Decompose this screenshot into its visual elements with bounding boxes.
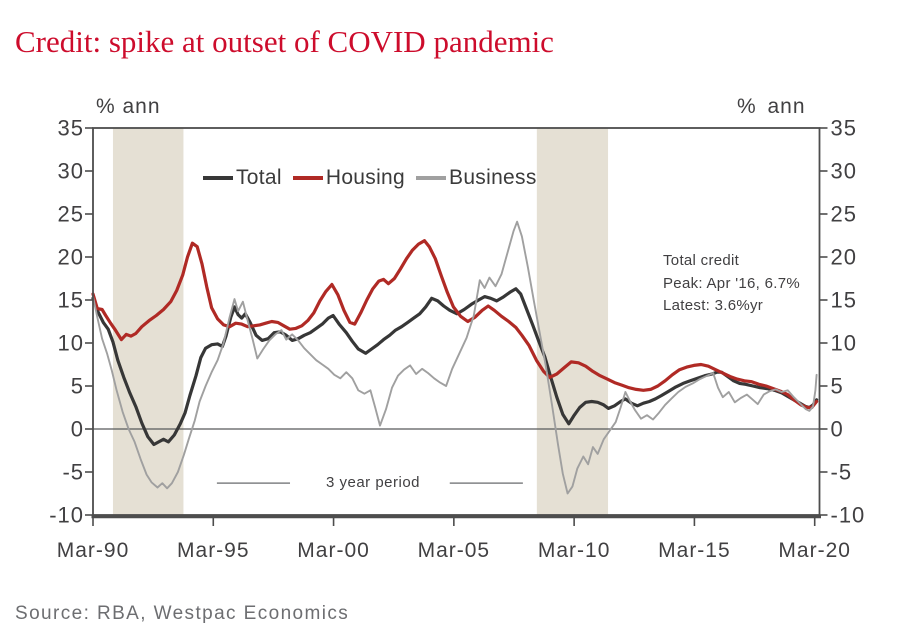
right-y-tick-label: 5 [831,374,844,399]
x-tick-label: Mar-90 [57,539,130,562]
three-year-period-label: 3 year period [325,474,421,491]
left-y-tick-label: 25 [58,202,84,227]
annotation-peak: Peak: Apr '16, 6.7% [663,274,800,292]
left-y-tick-label: 15 [58,288,84,313]
legend-label-total: Total [236,166,282,189]
housing-line-swatch-icon [292,176,323,180]
series-total-line [91,287,819,447]
legend-label-business: Business [449,166,537,189]
right-axis-unit-label: % ann [737,95,806,118]
series-housing-line [91,239,819,410]
left-y-tick-label: -10 [49,503,84,528]
right-y-tick-label: 0 [831,417,844,442]
source-note: Source: RBA, Westpac Economics [15,603,350,624]
legend-item-total: Total [203,166,282,190]
business-line-swatch-icon [416,176,447,180]
series-business-line [92,220,818,495]
annotation-latest: Latest: 3.6%yr [663,297,764,314]
left-y-tick-label: 20 [58,245,84,270]
left-y-tick-label: 10 [58,331,84,356]
shaded-band-2 [536,128,609,515]
legend-label-housing: Housing [325,166,406,189]
annotation-title: Total credit [663,252,740,269]
right-y-tick-label: 25 [831,202,857,227]
legend-item-business: Business [416,166,537,190]
left-y-tick-label: 5 [71,374,84,399]
x-tick-label: Mar-95 [177,539,250,562]
left-y-tick-label: -5 [62,460,84,485]
legend-item-housing: Housing [292,166,406,190]
x-tick-label: Mar-10 [538,539,611,562]
right-y-tick-label: 30 [831,159,857,184]
left-y-tick-label: 30 [58,159,84,184]
right-y-tick-label: 10 [831,331,857,356]
right-y-tick-label: 20 [831,245,857,270]
left-y-tick-label: 35 [58,116,84,141]
x-tick-label: Mar-15 [658,539,731,562]
right-y-tick-label: -5 [831,460,853,485]
left-axis-unit-label: % ann [96,95,161,118]
x-tick-label: Mar-05 [418,539,491,562]
page-title: Credit: spike at outset of COVID pandemi… [15,24,554,59]
right-y-tick-label: 35 [831,116,857,141]
total-line-swatch-icon [203,176,233,180]
right-y-tick-label: -10 [831,503,866,528]
x-tick-label: Mar-20 [778,539,851,562]
x-tick-label: Mar-00 [297,539,370,562]
total-credit-annotation: Total credit Peak: Apr '16, 6.7% Latest:… [663,250,800,318]
chart-legend: Total Housing Business [203,166,537,190]
left-y-tick-label: 0 [71,417,84,442]
right-y-tick-label: 15 [831,288,857,313]
